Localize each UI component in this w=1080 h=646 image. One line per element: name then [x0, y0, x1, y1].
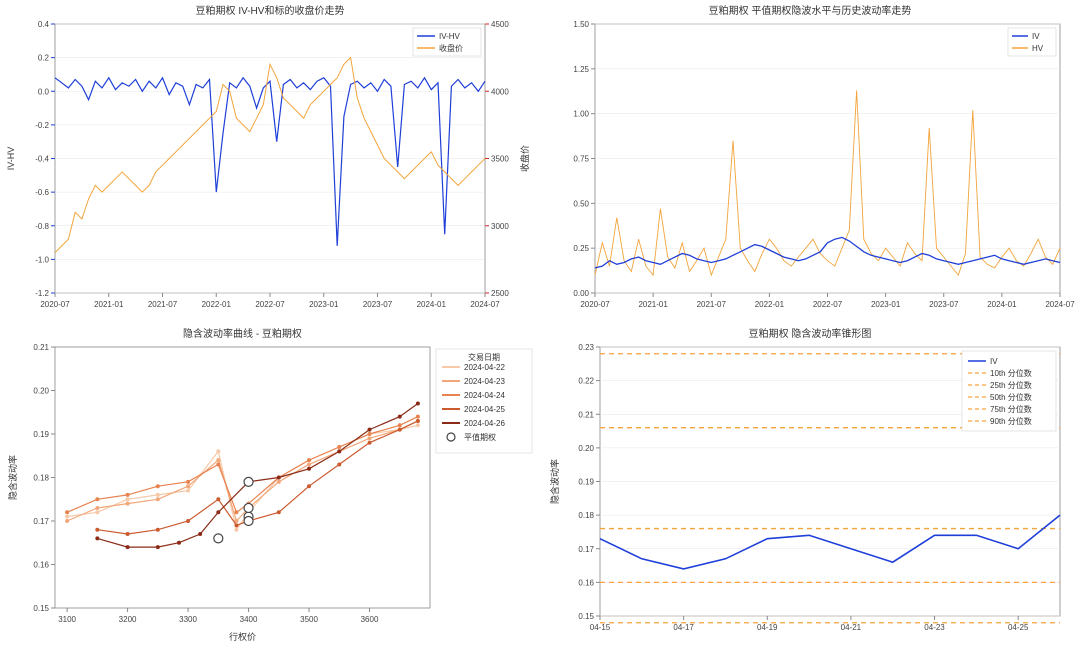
- svg-text:IV-HV: IV-HV: [6, 147, 16, 171]
- svg-text:0.25: 0.25: [573, 244, 589, 253]
- svg-text:2024-07: 2024-07: [1045, 300, 1075, 309]
- svg-text:2023-01: 2023-01: [871, 300, 901, 309]
- svg-text:0.75: 0.75: [573, 155, 589, 164]
- svg-text:3200: 3200: [119, 615, 137, 624]
- svg-text:-0.8: -0.8: [35, 222, 49, 231]
- svg-text:0.2: 0.2: [38, 54, 50, 63]
- svg-text:豆粕期权 IV-HV和标的收盘价走势: 豆粕期权 IV-HV和标的收盘价走势: [196, 4, 345, 17]
- svg-text:2021-07: 2021-07: [148, 300, 178, 309]
- svg-text:0.21: 0.21: [578, 410, 594, 419]
- svg-text:3500: 3500: [300, 615, 318, 624]
- svg-text:0.4: 0.4: [38, 20, 50, 29]
- svg-text:3000: 3000: [491, 222, 509, 231]
- svg-text:行权价: 行权价: [229, 631, 256, 642]
- svg-text:3600: 3600: [361, 615, 379, 624]
- svg-text:04-25: 04-25: [1008, 623, 1029, 632]
- svg-text:2022-07: 2022-07: [813, 300, 843, 309]
- svg-text:0.16: 0.16: [578, 578, 594, 587]
- svg-text:2024-04-22: 2024-04-22: [464, 363, 505, 372]
- svg-text:0.20: 0.20: [578, 444, 594, 453]
- svg-text:0.22: 0.22: [578, 377, 594, 386]
- svg-text:0.18: 0.18: [578, 511, 594, 520]
- svg-text:-1.2: -1.2: [35, 289, 49, 298]
- svg-text:2021-07: 2021-07: [697, 300, 727, 309]
- svg-text:收盘价: 收盘价: [519, 145, 530, 172]
- svg-text:收盘价: 收盘价: [439, 43, 463, 53]
- chart-bottom-left: 隐含波动率曲线 - 豆粕期权 0.15 0.16 0.17 0.18 0.19 0.20 0.…: [0, 323, 540, 646]
- svg-text:3500: 3500: [491, 155, 509, 164]
- svg-text:-0.2: -0.2: [35, 121, 49, 130]
- svg-text:2024-04-23: 2024-04-23: [464, 377, 505, 386]
- svg-text:3100: 3100: [58, 615, 76, 624]
- svg-text:0.15: 0.15: [33, 604, 49, 613]
- chart-top-left: 豆粕期权 IV-HV和标的收盘价走势 -1.2 -1.0 -0.8 -0.6 -0.4 -0…: [0, 0, 540, 323]
- svg-text:0.50: 0.50: [573, 199, 589, 208]
- svg-text:0.23: 0.23: [578, 343, 594, 352]
- svg-text:0.19: 0.19: [33, 430, 49, 439]
- svg-text:平值期权: 平值期权: [464, 432, 496, 442]
- svg-text:2022-07: 2022-07: [255, 300, 285, 309]
- chart-top-right: 豆粕期权 平值期权隐波水平与历史波动率走势 0.00 0.25 0.50 0.75 1.0…: [540, 0, 1080, 323]
- svg-text:隐含波动率: 隐含波动率: [549, 459, 560, 504]
- svg-text:-1.0: -1.0: [35, 255, 49, 264]
- svg-text:04-23: 04-23: [924, 623, 945, 632]
- svg-text:1.25: 1.25: [573, 65, 589, 74]
- svg-text:2022-01: 2022-01: [755, 300, 785, 309]
- svg-text:0.16: 0.16: [33, 561, 49, 570]
- svg-text:豆粕期权 隐含波动率锥形图: 豆粕期权 隐含波动率锥形图: [749, 327, 872, 340]
- chart-grid: 豆粕期权 IV-HV和标的收盘价走势 -1.2 -1.0 -0.8 -0.6 -0.4 -0…: [0, 0, 1080, 646]
- svg-text:4000: 4000: [491, 87, 509, 96]
- svg-text:2023-01: 2023-01: [309, 300, 339, 309]
- svg-text:50th 分位数: 50th 分位数: [990, 392, 1032, 402]
- svg-text:2024-01: 2024-01: [987, 300, 1017, 309]
- svg-text:隐含波动率曲线 - 豆粕期权: 隐含波动率曲线 - 豆粕期权: [183, 327, 302, 340]
- svg-text:0.18: 0.18: [33, 474, 49, 483]
- svg-text:交易日期: 交易日期: [468, 352, 500, 362]
- svg-text:3300: 3300: [179, 615, 197, 624]
- svg-text:2500: 2500: [491, 289, 509, 298]
- svg-text:2022-01: 2022-01: [202, 300, 232, 309]
- svg-text:0.17: 0.17: [578, 545, 594, 554]
- svg-text:0.15: 0.15: [578, 612, 594, 621]
- svg-text:IV: IV: [1032, 32, 1040, 41]
- svg-text:0.0: 0.0: [38, 87, 50, 96]
- svg-text:2021-01: 2021-01: [94, 300, 124, 309]
- svg-text:-0.6: -0.6: [35, 188, 49, 197]
- svg-text:隐含波动率: 隐含波动率: [7, 455, 18, 500]
- svg-text:1.50: 1.50: [573, 20, 589, 29]
- svg-text:2024-07: 2024-07: [470, 300, 500, 309]
- svg-text:-0.4: -0.4: [35, 155, 49, 164]
- svg-text:2020-07: 2020-07: [40, 300, 70, 309]
- svg-text:2021-01: 2021-01: [638, 300, 668, 309]
- svg-text:10th 分位数: 10th 分位数: [990, 368, 1032, 378]
- svg-text:75th 分位数: 75th 分位数: [990, 404, 1032, 414]
- svg-text:90th 分位数: 90th 分位数: [990, 416, 1032, 426]
- svg-text:04-21: 04-21: [841, 623, 862, 632]
- svg-text:HV: HV: [1032, 44, 1044, 53]
- svg-text:0.21: 0.21: [33, 343, 49, 352]
- svg-text:2024-04-25: 2024-04-25: [464, 405, 505, 414]
- svg-text:IV: IV: [990, 357, 998, 366]
- svg-text:0.20: 0.20: [33, 387, 49, 396]
- svg-text:2020-07: 2020-07: [580, 300, 610, 309]
- svg-text:3400: 3400: [240, 615, 258, 624]
- svg-text:2023-07: 2023-07: [929, 300, 959, 309]
- svg-text:04-19: 04-19: [757, 623, 778, 632]
- svg-text:04-17: 04-17: [673, 623, 694, 632]
- svg-text:2024-01: 2024-01: [417, 300, 447, 309]
- svg-text:2023-07: 2023-07: [363, 300, 393, 309]
- svg-text:豆粕期权 平值期权隐波水平与历史波动率走势: 豆粕期权 平值期权隐波水平与历史波动率走势: [709, 4, 912, 17]
- svg-text:04-15: 04-15: [590, 623, 611, 632]
- svg-text:0.00: 0.00: [573, 289, 589, 298]
- svg-text:25th 分位数: 25th 分位数: [990, 380, 1032, 390]
- svg-text:IV-HV: IV-HV: [439, 32, 461, 41]
- chart-bottom-right: 豆粕期权 隐含波动率锥形图 0.15 0.16 0.17 0.18 0.19 0.20 0.2…: [540, 323, 1080, 646]
- svg-text:2024-04-26: 2024-04-26: [464, 419, 505, 428]
- svg-text:0.19: 0.19: [578, 478, 594, 487]
- svg-text:0.17: 0.17: [33, 517, 49, 526]
- svg-text:4500: 4500: [491, 20, 509, 29]
- svg-text:2024-04-24: 2024-04-24: [464, 391, 505, 400]
- svg-text:1.00: 1.00: [573, 110, 589, 119]
